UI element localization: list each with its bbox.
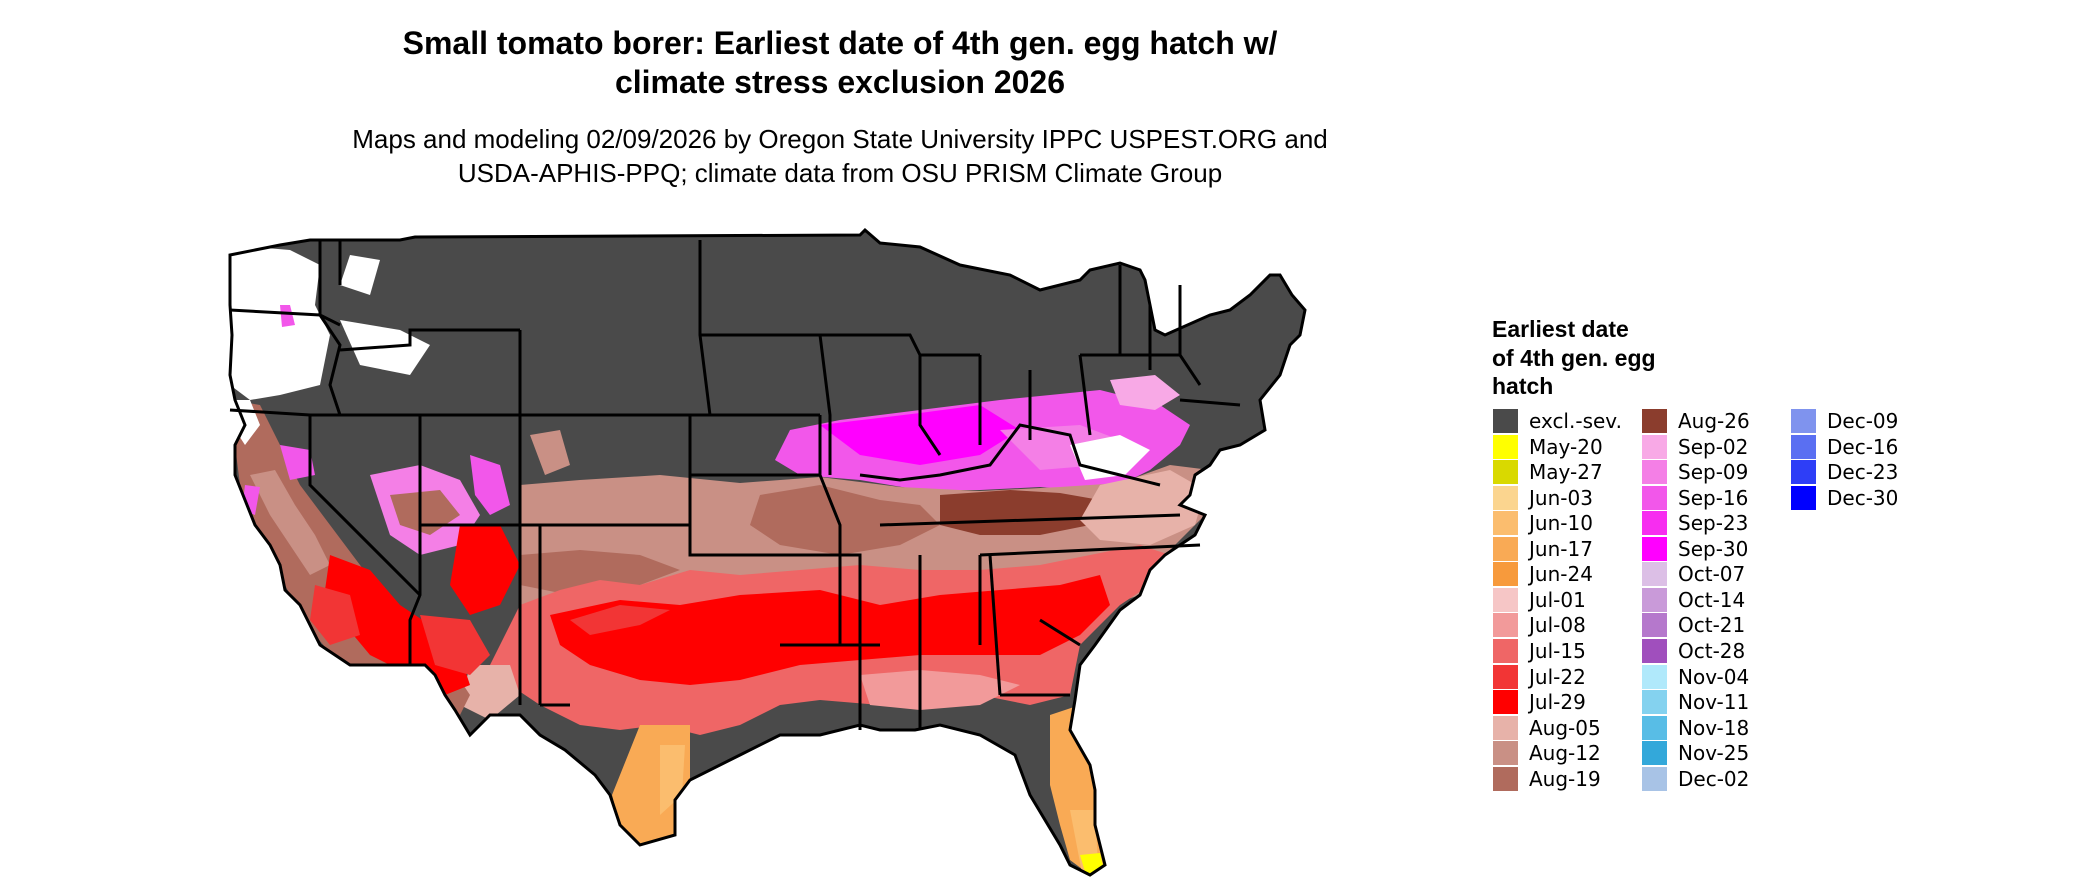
map-title-line-1: Small tomato borer: Earliest date of 4th… (402, 25, 1278, 61)
legend-label: Nov-04 (1678, 664, 1750, 689)
legend-label: Jul-01 (1529, 587, 1586, 612)
legend-swatch (1493, 613, 1518, 638)
legend-swatch (1642, 766, 1667, 791)
legend-label: Aug-05 (1529, 715, 1601, 740)
legend-swatch (1493, 511, 1518, 536)
legend-label: Jul-29 (1529, 690, 1586, 715)
legend-swatch (1493, 536, 1518, 561)
legend-title-line-1: Earliest date (1492, 316, 1629, 342)
legend-label: Jun-24 (1529, 562, 1593, 587)
map-subtitle: Maps and modeling 02/09/2026 by Oregon S… (0, 122, 1680, 190)
legend-label: Jun-03 (1529, 485, 1593, 510)
legend-label: Jun-10 (1529, 511, 1593, 536)
legend-label: Oct-21 (1678, 613, 1746, 638)
legend-label: Aug-12 (1529, 741, 1601, 766)
legend-label: excl.-sev. (1529, 409, 1622, 433)
legend-swatch (1642, 664, 1667, 689)
legend-swatch (1493, 715, 1518, 740)
legend-swatch (1642, 715, 1667, 740)
legend-swatch (1642, 741, 1667, 766)
legend-swatch (1791, 485, 1816, 510)
conus-map (228, 227, 1307, 877)
legend-swatch (1493, 485, 1518, 510)
gulf-coast (612, 705, 1105, 875)
legend-swatch (1642, 613, 1667, 638)
legend-label: Dec-23 (1827, 460, 1899, 485)
legend-label: Dec-30 (1827, 485, 1899, 510)
legend-swatch (1642, 485, 1667, 510)
legend-label: May-27 (1529, 460, 1603, 485)
legend-swatch (1642, 511, 1667, 536)
legend-swatch (1493, 664, 1518, 689)
legend-title: Earliest date of 4th gen. egg hatch (1492, 315, 1702, 401)
map-subtitle-line-1: Maps and modeling 02/09/2026 by Oregon S… (352, 124, 1328, 154)
map-title-line-2: climate stress exclusion 2026 (614, 64, 1066, 100)
legend-title-line-2: of 4th gen. egg (1492, 344, 1656, 371)
legend-label: Oct-14 (1678, 587, 1746, 612)
legend-swatch (1642, 434, 1667, 459)
legend-swatch (1493, 587, 1518, 612)
legend-swatch (1642, 638, 1667, 663)
legend-swatch (1493, 638, 1518, 663)
legend-swatch (1642, 536, 1667, 561)
legend-swatch (1493, 409, 1518, 433)
legend-label: Sep-09 (1678, 460, 1749, 485)
legend-label: Jul-15 (1529, 638, 1586, 663)
map-subtitle-line-2: USDA-APHIS-PPQ; climate data from OSU PR… (457, 158, 1223, 188)
legend-label: Sep-02 (1678, 434, 1749, 459)
legend-swatch (1493, 460, 1518, 485)
legend-label: Jul-22 (1529, 664, 1586, 689)
legend-label: Dec-16 (1827, 434, 1899, 459)
legend-label: Aug-19 (1529, 766, 1601, 791)
legend-label: Nov-18 (1678, 715, 1750, 740)
legend-swatch (1493, 741, 1518, 766)
legend-swatch (1493, 690, 1518, 715)
legend-label: May-20 (1529, 434, 1603, 459)
legend-label: Jun-17 (1529, 536, 1593, 561)
legend-swatch (1493, 434, 1518, 459)
legend-swatch (1642, 409, 1667, 433)
legend-label: Sep-23 (1678, 511, 1749, 536)
legend-swatch (1791, 460, 1816, 485)
legend-label: Jul-08 (1529, 613, 1586, 638)
legend-swatch (1642, 690, 1667, 715)
legend-swatch (1493, 766, 1518, 791)
legend-label: Sep-16 (1678, 485, 1749, 510)
legend-swatch (1493, 562, 1518, 587)
legend-label: Oct-28 (1678, 638, 1746, 663)
legend-swatch (1791, 409, 1816, 433)
legend-swatch (1791, 434, 1816, 459)
state-borders (228, 227, 1307, 877)
legend-swatch (1642, 587, 1667, 612)
legend-label: Dec-09 (1827, 409, 1899, 433)
legend-label: Nov-11 (1678, 690, 1750, 715)
desert-southwest (370, 430, 570, 675)
legend-title-line-3: hatch (1492, 373, 1554, 399)
map-title: Small tomato borer: Earliest date of 4th… (0, 24, 1680, 102)
legend-swatch (1642, 562, 1667, 587)
legend-label: Sep-30 (1678, 536, 1749, 561)
legend-swatch (1642, 460, 1667, 485)
legend-label: Oct-07 (1678, 562, 1746, 587)
legend-label: Nov-25 (1678, 741, 1750, 766)
legend-label: Aug-26 (1678, 409, 1750, 433)
legend-label: Dec-02 (1678, 766, 1750, 791)
